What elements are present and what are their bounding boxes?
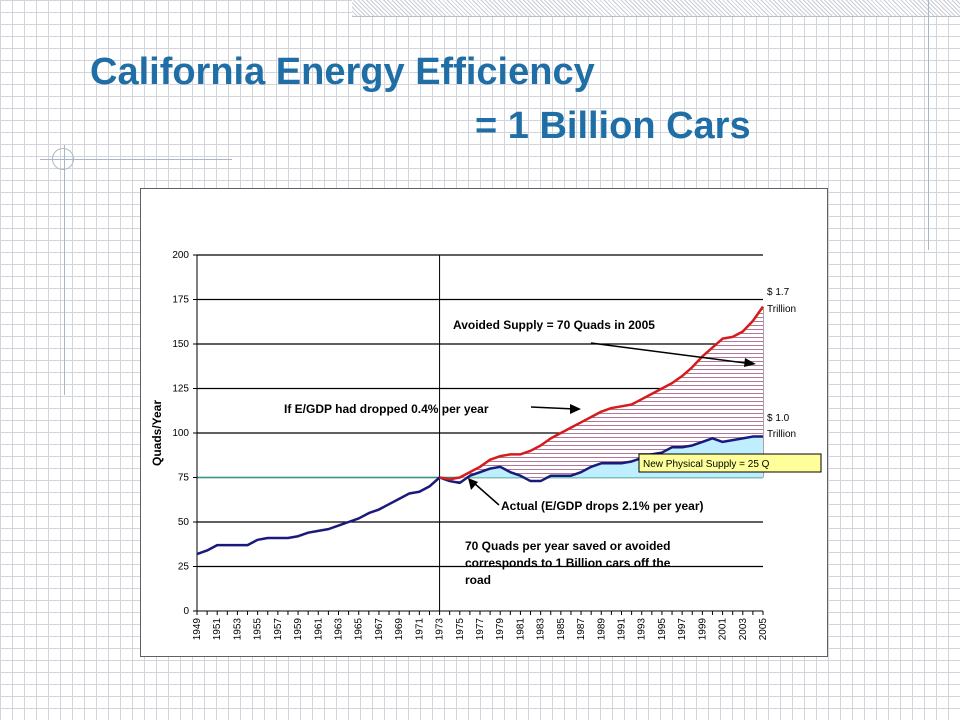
y-tick-label-100: 100: [172, 428, 189, 439]
x-tick-label-1995: 1995: [657, 618, 668, 641]
x-tick-label-2003: 2003: [738, 618, 749, 641]
x-tick-label-1951: 1951: [212, 618, 223, 641]
decorative-right-rule: [928, 0, 929, 250]
x-tick-label-1969: 1969: [394, 618, 405, 641]
annotation-top-unit: Trillion: [767, 304, 796, 315]
x-tick-label-1973: 1973: [435, 618, 446, 641]
annotation-saved-line-1: 70 Quads per year saved or avoided: [465, 539, 670, 553]
series-actual-line: [196, 435, 763, 556]
y-tick-label-75: 75: [178, 473, 190, 484]
x-tick-label-1971: 1971: [414, 618, 425, 641]
x-tick-label-1953: 1953: [232, 618, 243, 641]
x-tick-label-1987: 1987: [576, 618, 587, 641]
y-tick-label-175: 175: [172, 295, 189, 306]
annotation-mid-unit: Trillion: [767, 429, 796, 440]
arrowhead-actual: [468, 478, 478, 490]
x-tick-label-1979: 1979: [495, 618, 506, 641]
x-tick-label-1997: 1997: [677, 618, 688, 641]
x-tick-label-1963: 1963: [334, 618, 345, 641]
slide-title-line-1: California Energy Efficiency: [90, 51, 595, 93]
annotation-layer: Avoided Supply = 70 Quads in 2005 If E/G…: [284, 287, 822, 587]
arrow-avoided-supply: [590, 342, 754, 365]
x-tick-label-1959: 1959: [293, 618, 304, 641]
annotation-saved-line-3: road: [465, 573, 491, 587]
decorative-left-rule: [64, 145, 65, 395]
arrow-actual: [473, 482, 500, 506]
x-tick-label-1975: 1975: [455, 618, 466, 641]
series-layer: [196, 305, 765, 556]
annotation-top-value: $ 1.7: [767, 287, 790, 298]
energy-chart: 0 25 50 75 100 125 150 175 200 1949 1951 1953 1955 19…: [150, 250, 822, 640]
x-tick-label-1957: 1957: [273, 618, 284, 641]
annotation-physical-supply: New Physical Supply = 25 Q: [643, 459, 770, 470]
arrow-if-dropped: [530, 406, 576, 410]
x-tick-label-2005: 2005: [758, 618, 769, 641]
axis-layer: 0 25 50 75 100 125 150 175 200 1949 1951 1953 1955 19…: [150, 250, 769, 640]
x-tick-label-1955: 1955: [253, 618, 264, 641]
x-tick-label-1967: 1967: [374, 618, 385, 641]
annotation-mid-value: $ 1.0: [767, 413, 790, 424]
slide-title-line-2: = 1 Billion Cars: [475, 105, 751, 147]
arrowhead-avoided-supply: [744, 358, 756, 367]
y-tick-label-150: 150: [172, 339, 189, 350]
y-axis-label: Quads/Year: [150, 400, 164, 466]
y-tick-label-25: 25: [178, 562, 190, 573]
x-tick-label-1961: 1961: [313, 618, 324, 641]
y-tick-label-125: 125: [172, 384, 189, 395]
x-tick-label-1977: 1977: [475, 618, 486, 641]
annotation-actual: Actual (E/GDP drops 2.1% per year): [501, 499, 704, 513]
x-tick-label-1999: 1999: [697, 618, 708, 641]
x-tick-label-1993: 1993: [637, 618, 648, 641]
annotation-avoided-supply: Avoided Supply = 70 Quads in 2005: [453, 318, 655, 332]
annotation-if-dropped: If E/GDP had dropped 0.4% per year: [284, 402, 489, 416]
arrowhead-if-dropped: [570, 404, 581, 414]
avoided-supply-area: [439, 306, 763, 483]
label-box-physical-supply: [638, 453, 822, 473]
x-tick-label-1983: 1983: [536, 618, 547, 641]
x-tick-label-1991: 1991: [617, 618, 628, 641]
series-projected-line: [439, 305, 765, 481]
x-tick-label-1981: 1981: [515, 618, 526, 641]
annotation-saved-line-2: corresponds to 1 Billion cars off the: [465, 556, 671, 570]
chart-frame: 0 25 50 75 100 125 150 175 200 1949 1951 1953 1955 19…: [140, 188, 828, 657]
decorative-horizontal-rule: [40, 159, 232, 160]
y-tick-label-0: 0: [183, 606, 189, 617]
y-tick-label-200: 200: [172, 250, 189, 261]
decorative-top-bar: [352, 0, 960, 17]
decorative-ring-icon: [52, 148, 74, 170]
x-tick-label-2001: 2001: [718, 618, 729, 641]
x-tick-label-1965: 1965: [354, 618, 365, 641]
x-tick-label-1989: 1989: [596, 618, 607, 641]
y-tick-label-50: 50: [178, 517, 190, 528]
x-tick-label-1949: 1949: [192, 618, 203, 641]
x-tick-label-1985: 1985: [556, 618, 567, 641]
